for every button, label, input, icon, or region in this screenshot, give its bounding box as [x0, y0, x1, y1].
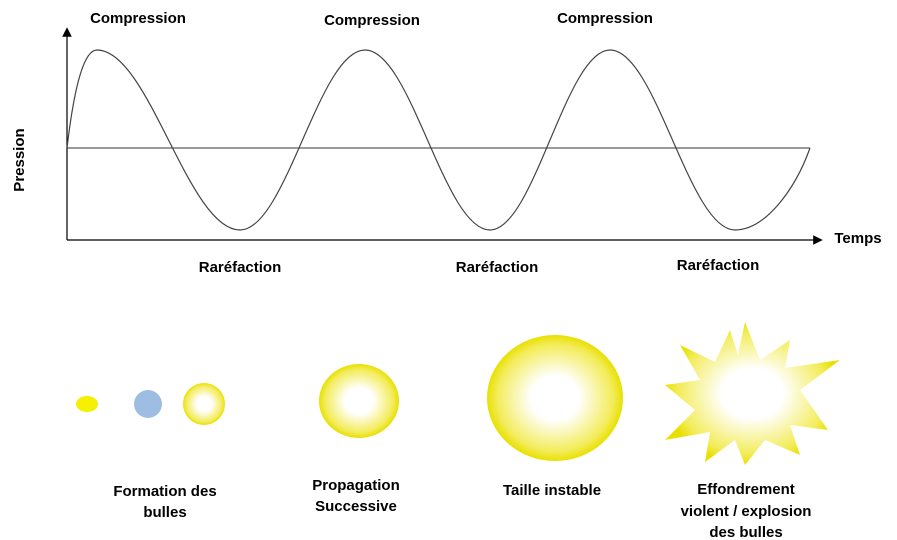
stage-label: Taille instable	[503, 482, 601, 499]
rarefaction-label: Raréfaction	[677, 257, 760, 274]
compression-label: Compression	[557, 10, 653, 27]
stage-label: violent / explosion	[681, 503, 812, 520]
x-axis-label: Temps	[834, 230, 881, 247]
bubble	[183, 383, 225, 425]
blue-bubble	[134, 390, 162, 418]
stage-label: des bulles	[709, 524, 782, 540]
stage-label: Effondrement	[697, 481, 795, 498]
rarefaction-label: Raréfaction	[199, 259, 282, 276]
bubble	[319, 364, 399, 438]
y-axis-label: Pression	[11, 128, 28, 191]
stage-label: Successive	[315, 498, 397, 515]
stage-label: Formation des	[113, 483, 216, 500]
compression-label: Compression	[90, 10, 186, 27]
collapse-star	[665, 322, 840, 465]
pressure-wave	[66, 49, 811, 231]
compression-label: Compression	[324, 12, 420, 29]
stage-label: Propagation	[312, 477, 400, 494]
stage-label: bulles	[143, 504, 186, 521]
small-bubble	[76, 396, 98, 412]
large-bubble	[487, 335, 623, 461]
rarefaction-label: Raréfaction	[456, 259, 539, 276]
